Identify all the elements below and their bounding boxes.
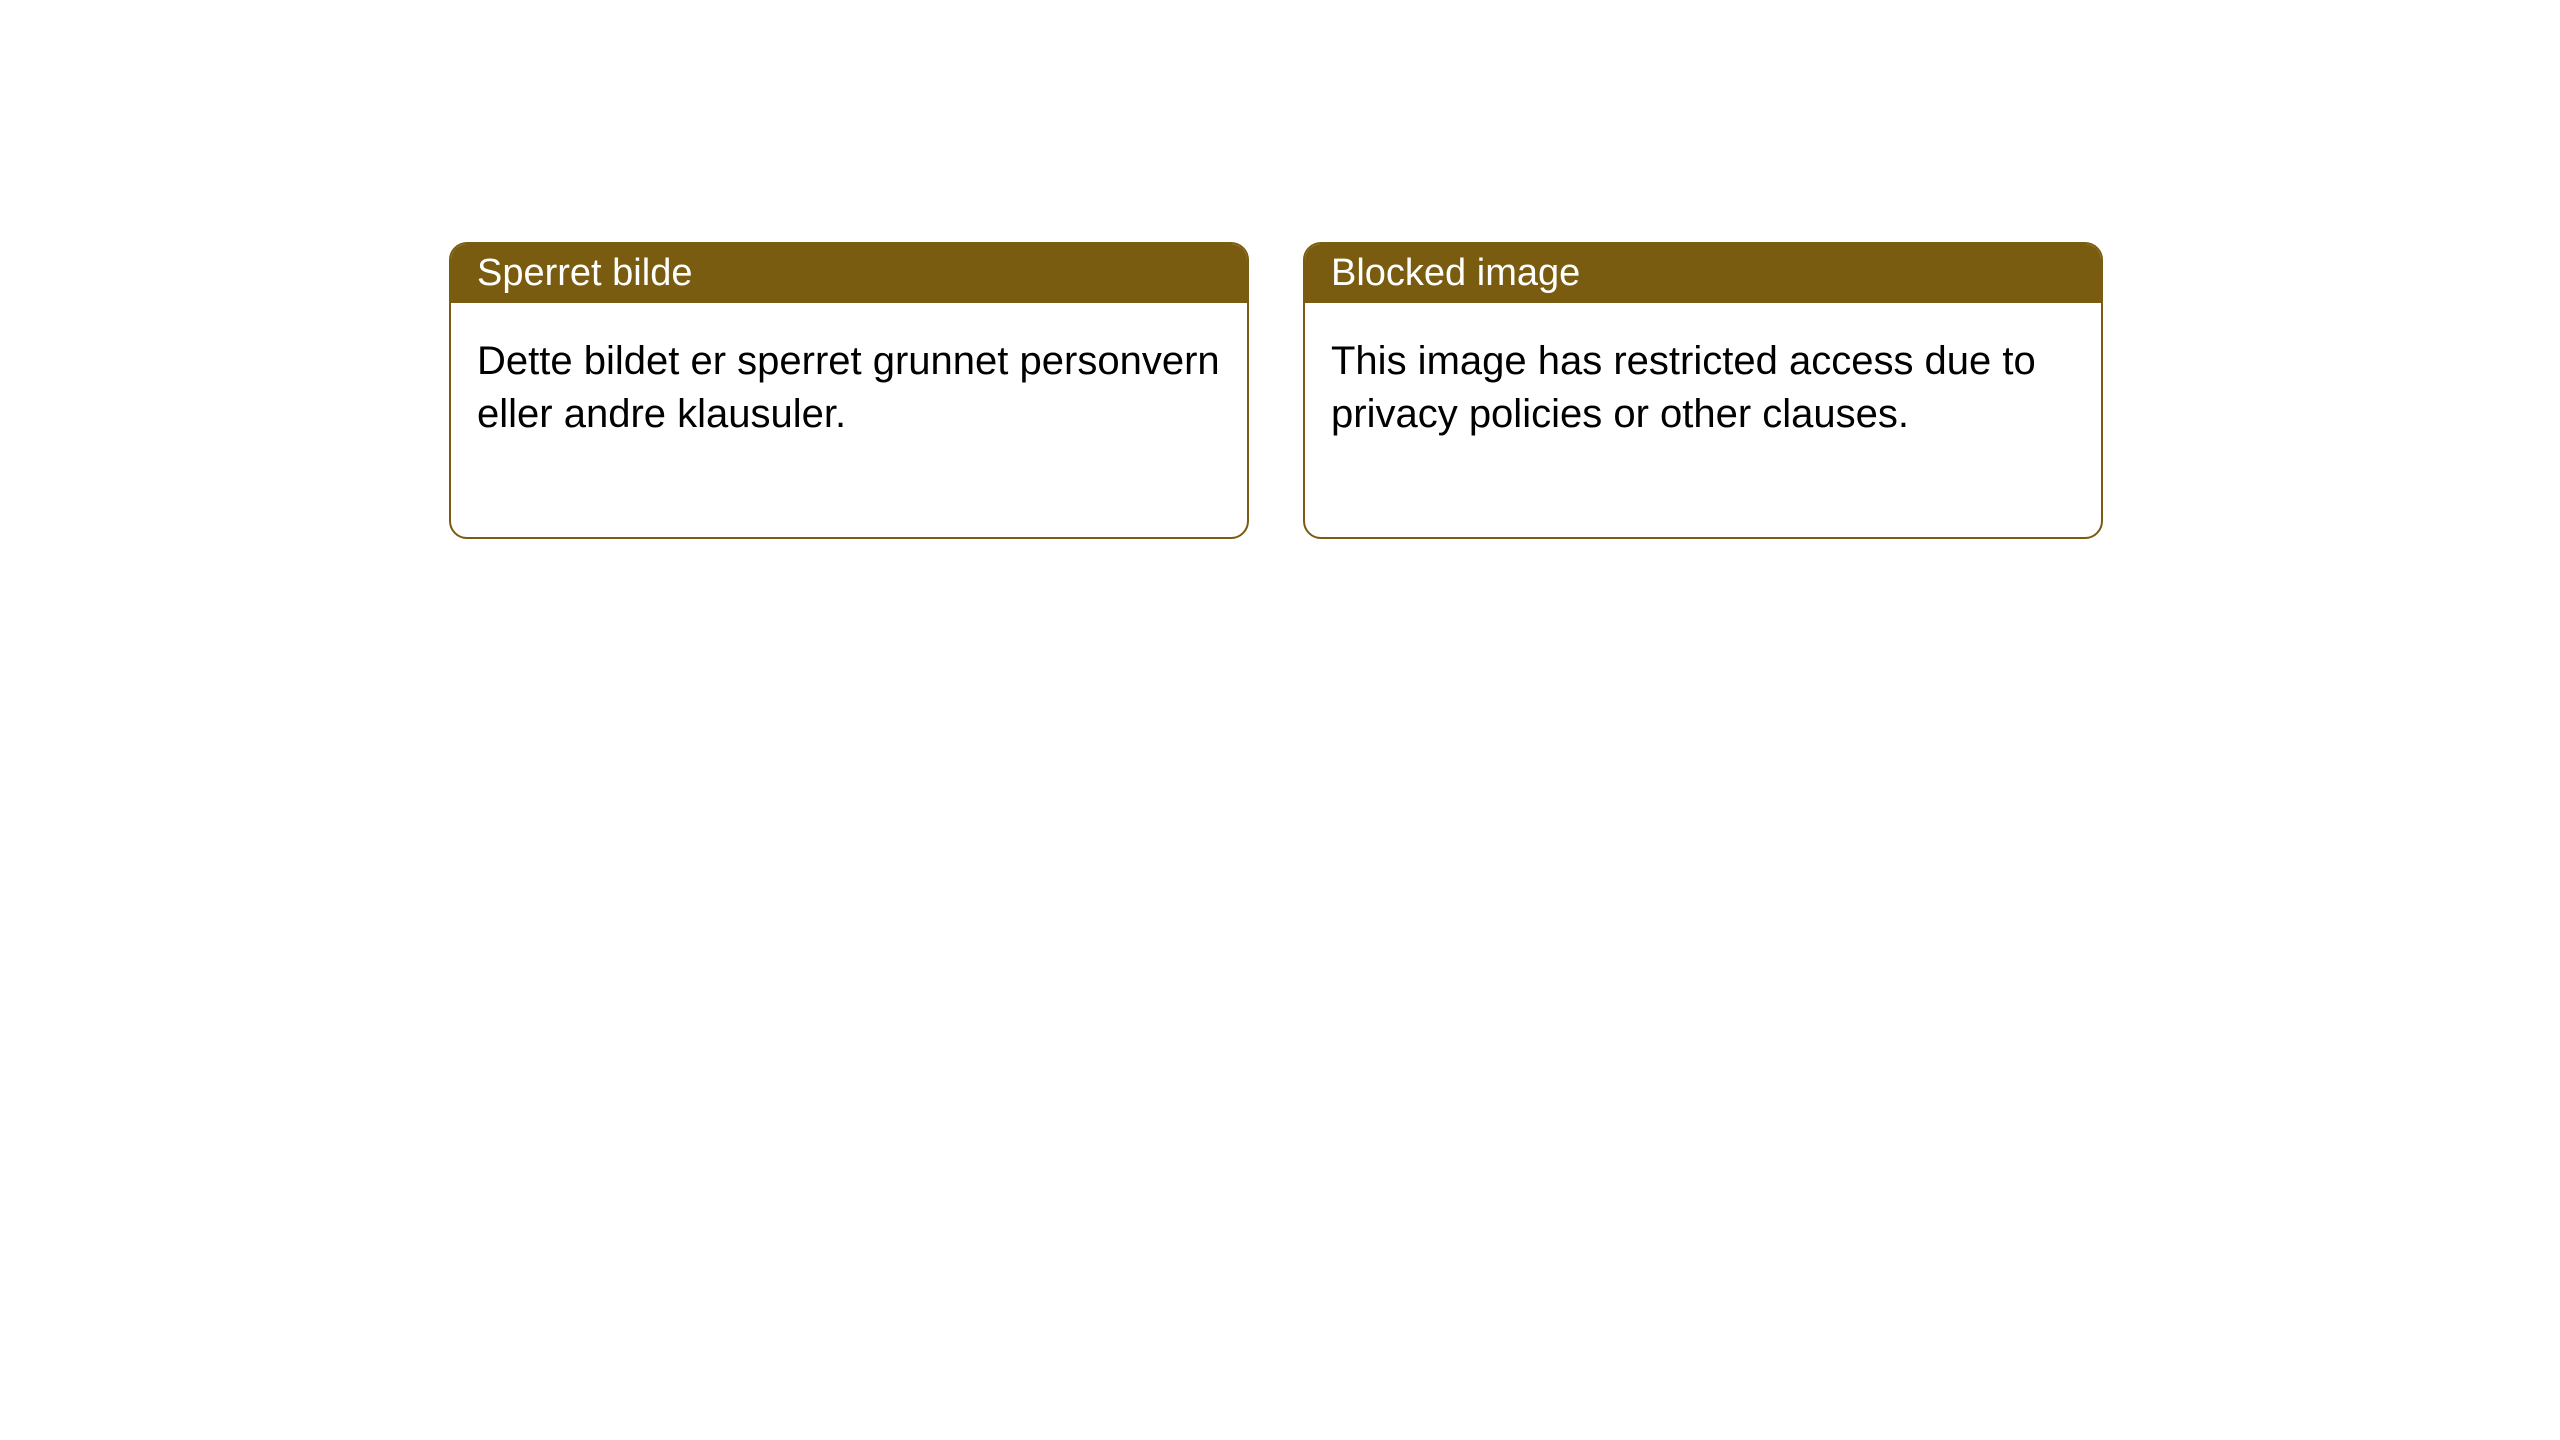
notice-body-english: This image has restricted access due to … xyxy=(1305,303,2101,537)
notice-card-english: Blocked image This image has restricted … xyxy=(1303,242,2103,539)
blocked-image-notices: Sperret bilde Dette bildet er sperret gr… xyxy=(449,242,2103,539)
notice-title-norwegian: Sperret bilde xyxy=(477,252,692,294)
notice-text-norwegian: Dette bildet er sperret grunnet personve… xyxy=(477,339,1220,436)
notice-title-english: Blocked image xyxy=(1331,252,1580,294)
notice-body-norwegian: Dette bildet er sperret grunnet personve… xyxy=(451,303,1247,537)
notice-card-norwegian: Sperret bilde Dette bildet er sperret gr… xyxy=(449,242,1249,539)
notice-header-norwegian: Sperret bilde xyxy=(451,244,1247,303)
notice-text-english: This image has restricted access due to … xyxy=(1331,339,2036,436)
notice-header-english: Blocked image xyxy=(1305,244,2101,303)
